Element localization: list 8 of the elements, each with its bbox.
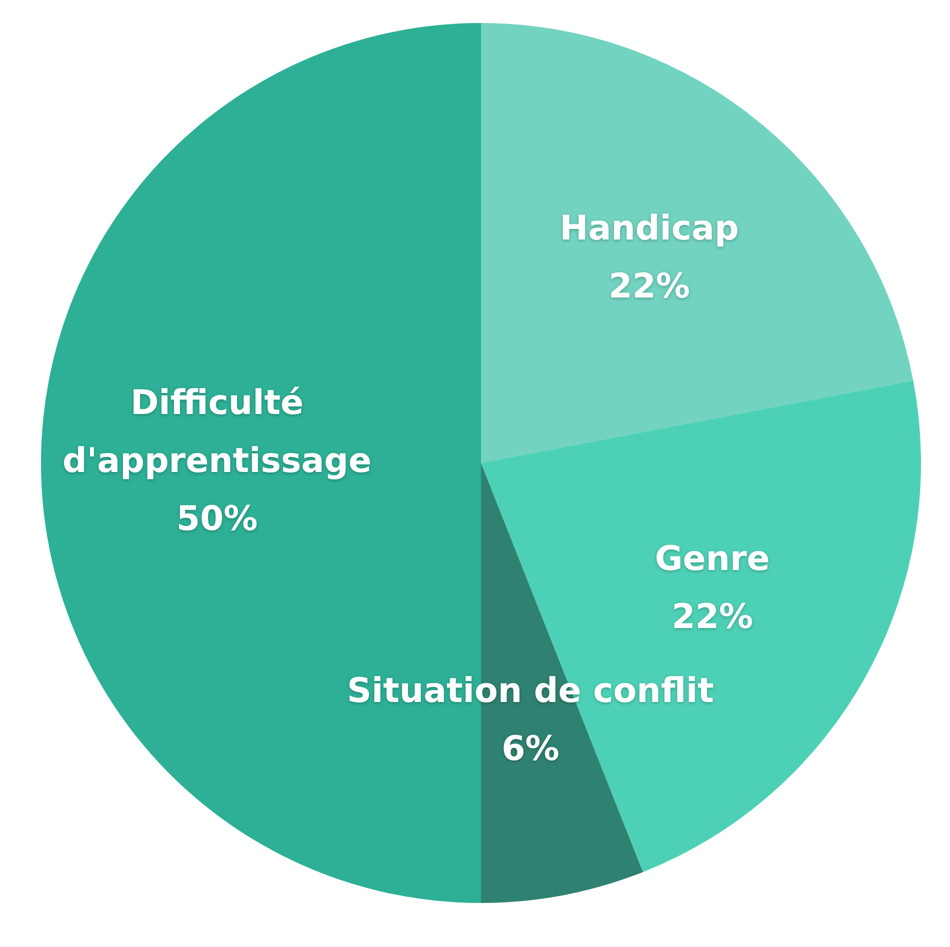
- data-label: 50%: [176, 498, 258, 539]
- data-label: 22%: [608, 266, 690, 306]
- slice-label: Situation de conflit: [347, 671, 714, 712]
- data-label: 22%: [672, 597, 754, 638]
- slice-label: Genre: [654, 539, 770, 580]
- slice-label: Difficulté d'apprentissage: [62, 382, 372, 481]
- data-label: 6%: [502, 729, 560, 770]
- slice-label: Handicap: [560, 208, 739, 248]
